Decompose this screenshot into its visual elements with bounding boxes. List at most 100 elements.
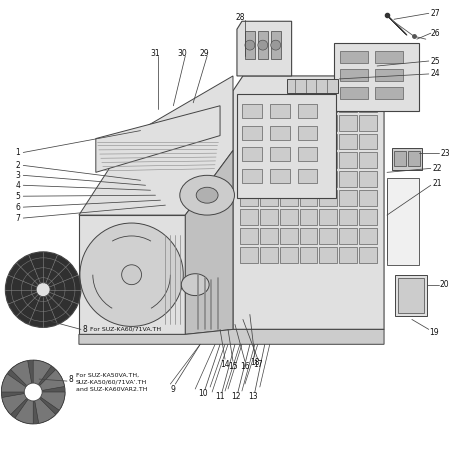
Text: 12: 12 [231,393,241,402]
Text: 3: 3 [15,171,20,180]
Bar [339,114,357,131]
Text: SUZ-KA50/60/71VA’.TH: SUZ-KA50/60/71VA’.TH [76,380,147,385]
Bar [375,87,403,99]
Bar [319,247,338,263]
Wedge shape [2,392,33,414]
Text: 11: 11 [215,393,225,402]
Polygon shape [79,76,233,215]
Bar [280,209,298,225]
Bar [260,228,278,244]
Bar [237,94,336,198]
Text: 27: 27 [431,9,441,18]
Bar [319,209,338,225]
Text: 22: 22 [433,164,442,173]
Bar [319,96,338,112]
Bar [359,153,377,169]
Bar [300,247,317,263]
Bar [319,228,338,244]
Bar [260,190,278,206]
Text: 8: 8 [83,325,87,334]
Text: 23: 23 [441,149,450,158]
Bar [375,69,403,81]
Bar [242,147,262,161]
Bar [280,247,298,263]
Circle shape [24,383,42,401]
Bar [339,96,357,112]
Text: 24: 24 [431,70,441,78]
Bar [260,171,278,187]
Bar [240,171,258,187]
Bar [280,171,298,187]
Wedge shape [33,392,65,410]
Bar [298,169,317,183]
Bar [339,153,357,169]
Text: 16: 16 [240,362,250,371]
Bar [359,247,377,263]
Bar [359,134,377,149]
Bar [300,171,317,187]
Text: 8: 8 [69,375,74,384]
Bar [359,228,377,244]
Bar [408,152,420,166]
Bar [280,228,298,244]
Bar [359,209,377,225]
Bar [260,247,278,263]
Bar [298,104,317,118]
Bar [287,79,338,93]
Text: 30: 30 [177,49,187,58]
Bar [260,153,278,169]
Bar [240,134,258,149]
Bar [280,153,298,169]
Bar [359,114,377,131]
Text: 31: 31 [151,49,160,58]
Text: 6: 6 [15,202,20,212]
Bar [300,153,317,169]
Bar [319,190,338,206]
Circle shape [245,40,255,50]
Bar [339,247,357,263]
Text: 28: 28 [235,13,245,22]
Text: For SUZ-KA50VA.TH,: For SUZ-KA50VA.TH, [76,373,139,377]
Wedge shape [15,392,33,424]
Text: 26: 26 [431,29,441,38]
Bar [398,278,424,313]
Wedge shape [11,361,33,392]
Text: 13: 13 [248,393,258,402]
Bar [392,148,422,170]
Bar [359,96,377,112]
Bar [260,134,278,149]
Polygon shape [387,178,419,265]
Bar [340,51,368,63]
Bar [298,147,317,161]
Bar [260,209,278,225]
Polygon shape [79,215,185,334]
Wedge shape [1,374,33,392]
Text: 7: 7 [15,213,20,223]
Bar [359,190,377,206]
Circle shape [271,40,281,50]
Circle shape [1,360,65,424]
Text: 5: 5 [15,192,20,201]
Bar [340,69,368,81]
Bar [319,153,338,169]
Bar [280,114,298,131]
Text: 18: 18 [250,358,260,367]
Bar [319,171,338,187]
Bar [300,96,317,112]
Bar [242,169,262,183]
Text: 4: 4 [15,181,20,190]
Bar [240,153,258,169]
Text: 14: 14 [220,360,230,369]
Bar [395,275,427,316]
Text: For SUZ-KA60/71VA.TH: For SUZ-KA60/71VA.TH [90,327,161,332]
Bar [260,96,278,112]
Text: 9: 9 [171,385,176,393]
Bar [270,125,289,140]
Bar [375,51,403,63]
Bar [270,169,289,183]
Bar [242,125,262,140]
Bar [271,31,281,59]
Polygon shape [237,21,292,76]
Text: 25: 25 [431,56,441,65]
Polygon shape [185,151,233,334]
